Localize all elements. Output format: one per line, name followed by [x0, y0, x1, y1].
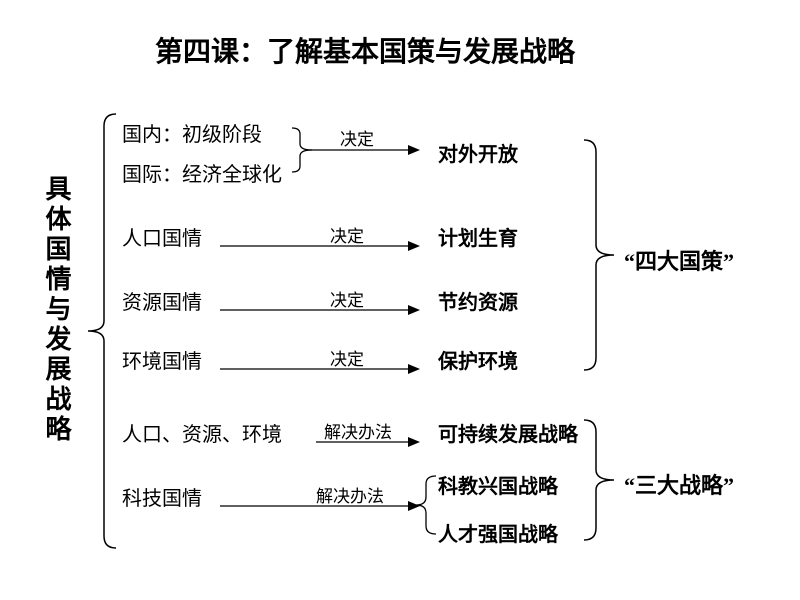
arrow-label-4: 决定 [330, 345, 364, 370]
group-strategies: “三大战略” [624, 468, 734, 500]
arrow-label-5: 解决办法 [324, 418, 392, 443]
policy-protect: 保护环境 [438, 345, 518, 374]
diagram-svg [0, 0, 800, 600]
arrow-label-2: 决定 [330, 222, 364, 247]
node-environment: 环境国情 [122, 345, 202, 374]
node-resource: 资源国情 [122, 286, 202, 315]
node-domestic: 国内：初级阶段 [122, 118, 262, 147]
arrow-label-1: 决定 [340, 125, 374, 150]
main-vertical-label: 具体国情与发展战略 [38, 175, 75, 445]
lesson-title: 第四课：了解基本国策与发展战略 [155, 30, 575, 70]
node-international: 国际：经济全球化 [122, 158, 282, 187]
policy-save: 节约资源 [438, 286, 518, 315]
node-tech: 科技国情 [122, 482, 202, 511]
strategy-scitech: 科教兴国战略 [438, 470, 558, 499]
group-policies: “四大国策” [624, 244, 734, 276]
strategy-talent: 人才强国战略 [438, 518, 558, 547]
arrow-label-3: 决定 [330, 286, 364, 311]
arrow-label-6: 解决办法 [316, 482, 384, 507]
policy-open: 对外开放 [438, 138, 518, 167]
strategy-sustain: 可持续发展战略 [438, 418, 578, 447]
policy-family: 计划生育 [438, 222, 518, 251]
node-population: 人口国情 [122, 222, 202, 251]
node-pre-combo: 人口、资源、环境 [122, 418, 282, 447]
